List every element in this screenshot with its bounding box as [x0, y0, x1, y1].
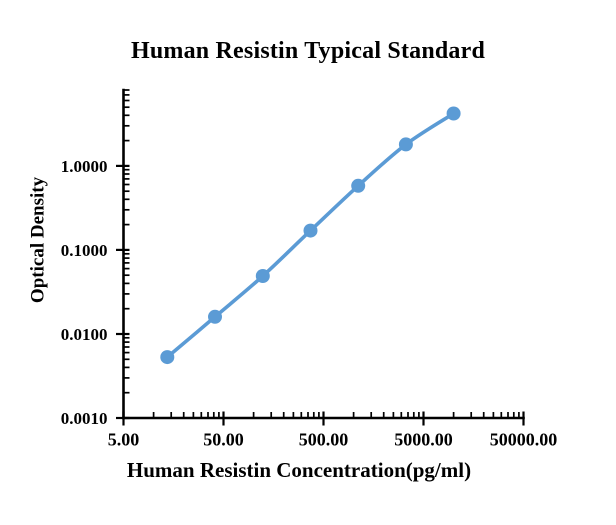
x-tick-label: 50000.00 — [490, 430, 558, 450]
x-tick-label: 50.00 — [203, 430, 244, 450]
data-point-marker — [303, 223, 318, 238]
data-point-marker — [160, 350, 175, 365]
data-point-marker — [255, 269, 270, 283]
x-axis-title: Human Resistin Concentration(pg/ml) — [126, 458, 472, 482]
x-tick-label: 5000.00 — [394, 430, 453, 450]
chart-title: Human Resistin Typical Standard — [130, 38, 486, 64]
data-point-marker — [398, 137, 413, 152]
y-tick-label: 0.1000 — [61, 241, 108, 260]
y-tick-label: 0.0010 — [61, 409, 108, 428]
x-tick-label: 5.00 — [108, 430, 140, 450]
x-tick-label: 500.00 — [299, 430, 349, 450]
data-point-marker — [208, 309, 222, 324]
data-point-marker — [351, 178, 366, 193]
y-tick-label: 0.0100 — [61, 325, 108, 344]
y-tick-label: 1.0000 — [61, 157, 108, 176]
data-point-marker — [446, 106, 461, 121]
